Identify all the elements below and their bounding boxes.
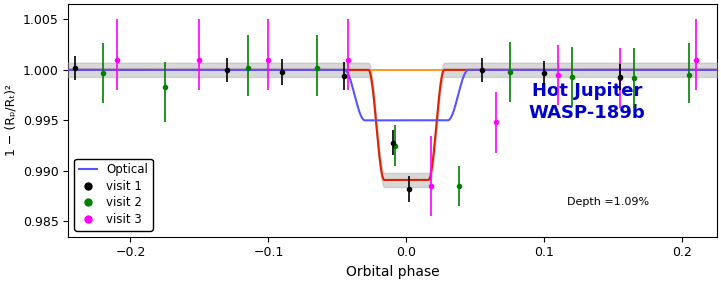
Y-axis label: 1 − (Rₚ/Rₜ)²: 1 − (Rₚ/Rₜ)² [4,84,17,156]
Text: Depth =1.09%: Depth =1.09% [567,197,649,207]
X-axis label: Orbital phase: Orbital phase [346,265,439,279]
Legend: Optical, visit 1, visit 2, visit 3: Optical, visit 1, visit 2, visit 3 [74,158,153,231]
Text: Hot Jupiter
WASP-189b: Hot Jupiter WASP-189b [528,82,645,122]
